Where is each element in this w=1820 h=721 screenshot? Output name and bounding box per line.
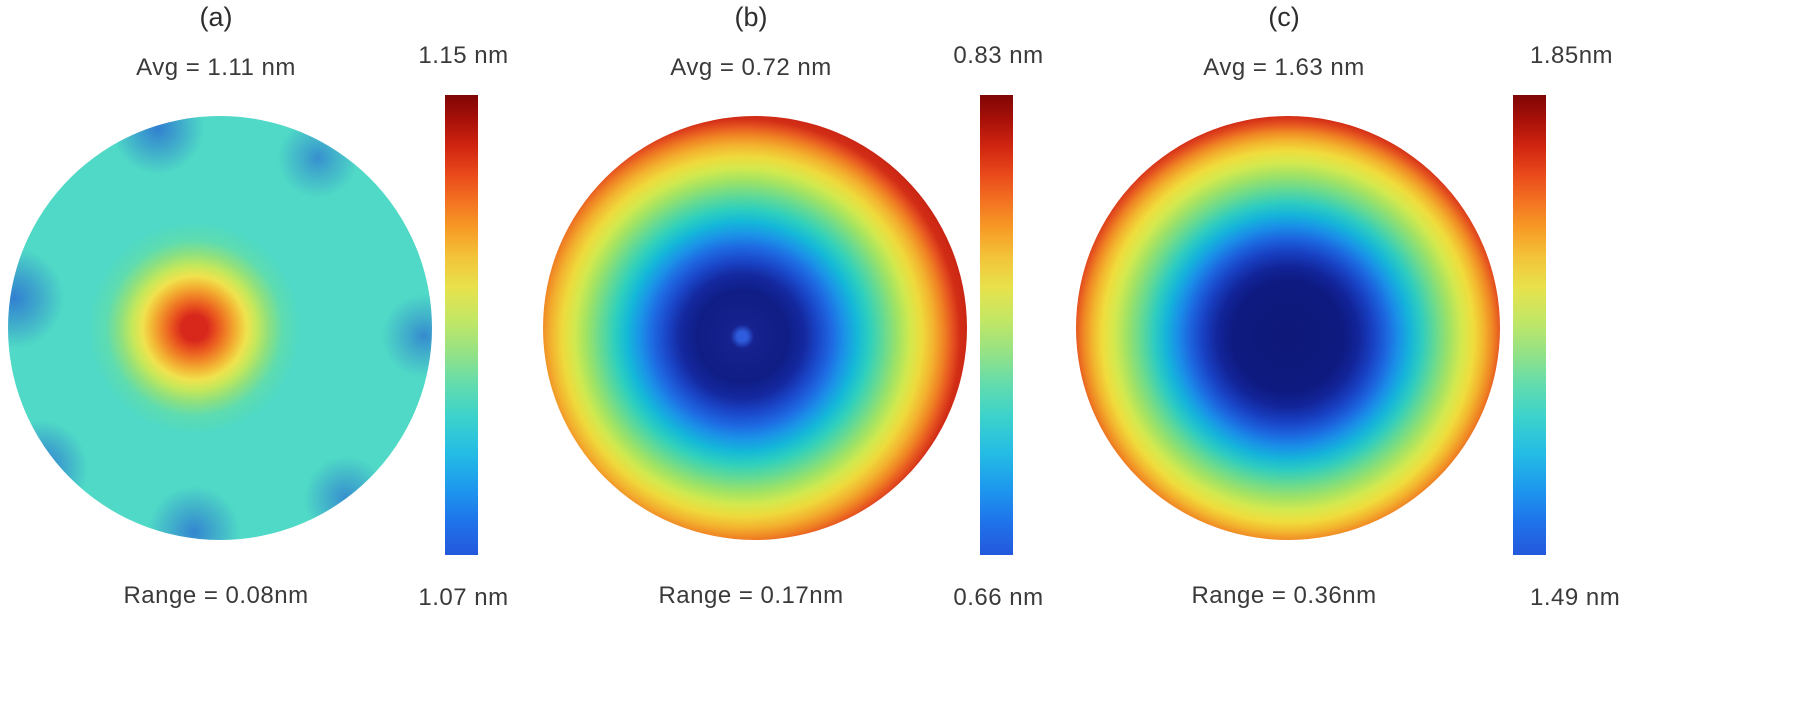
panel-a-range-annotation: Range = 0.08nm bbox=[123, 582, 309, 609]
panel-a: (a) Avg = 1.11 nm 1.15 nm 1.07 nm Range … bbox=[0, 0, 545, 721]
panel-c-label: (c) bbox=[1268, 2, 1300, 32]
panel-c-colorbar-max-label: 1.85nm bbox=[1530, 42, 1614, 69]
panel-a-colorbar-min-label: 1.07 nm bbox=[418, 584, 509, 611]
panel-a-avg-annotation: Avg = 1.11 nm bbox=[136, 54, 296, 81]
panel-c: (c) Avg = 1.63 nm 1.85nm 1.49 nm Range =… bbox=[1068, 0, 1620, 721]
panel-c-colorbar bbox=[1513, 95, 1546, 555]
panel-b-wafer-heatmap bbox=[543, 116, 967, 540]
panel-c-wafer-heatmap bbox=[1076, 116, 1500, 540]
panel-b-colorbar bbox=[980, 95, 1013, 555]
panel-a-colorbar bbox=[445, 95, 478, 555]
panel-c-colorbar-min-label: 1.49 nm bbox=[1530, 584, 1621, 611]
panel-b-colorbar-max-label: 0.83 nm bbox=[953, 42, 1044, 69]
panel-b-colorbar-min-label: 0.66 nm bbox=[953, 584, 1044, 611]
panel-a-label: (a) bbox=[199, 2, 233, 32]
panel-a-wafer-heatmap bbox=[8, 116, 432, 540]
panel-b: (b) Avg = 0.72 nm 0.83 nm 0.66 nm Range … bbox=[535, 0, 1080, 721]
panel-c-range-annotation: Range = 0.36nm bbox=[1191, 582, 1377, 609]
panel-c-avg-annotation: Avg = 1.63 nm bbox=[1203, 54, 1365, 81]
panel-b-range-annotation: Range = 0.17nm bbox=[658, 582, 844, 609]
panel-b-label: (b) bbox=[734, 2, 768, 32]
panel-a-colorbar-max-label: 1.15 nm bbox=[418, 42, 509, 69]
panel-b-avg-annotation: Avg = 0.72 nm bbox=[670, 54, 832, 81]
